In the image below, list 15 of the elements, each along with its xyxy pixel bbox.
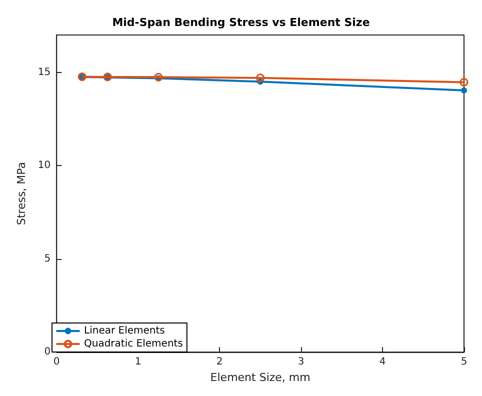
y-axis-title: Stress, MPa bbox=[15, 162, 28, 226]
x-tick-label: 5 bbox=[460, 356, 468, 368]
x-tick-label: 2 bbox=[216, 356, 223, 368]
x-axis-title: Element Size, mm bbox=[210, 371, 310, 384]
x-tick-label: 0 bbox=[53, 356, 60, 368]
x-tick-label: 3 bbox=[298, 356, 304, 368]
chart-title: Mid-Span Bending Stress vs Element Size bbox=[112, 16, 370, 29]
x-tick-label: 1 bbox=[134, 356, 142, 368]
y-tick-label: 15 bbox=[38, 66, 51, 78]
y-tick-label: 10 bbox=[38, 160, 51, 172]
legend-label: Linear Elements bbox=[84, 326, 165, 336]
legend-label: Quadratic Elements bbox=[84, 338, 183, 350]
x-tick-label: 4 bbox=[379, 356, 386, 368]
y-tick-label: 0 bbox=[44, 346, 51, 358]
y-tick-label: 5 bbox=[44, 253, 51, 264]
